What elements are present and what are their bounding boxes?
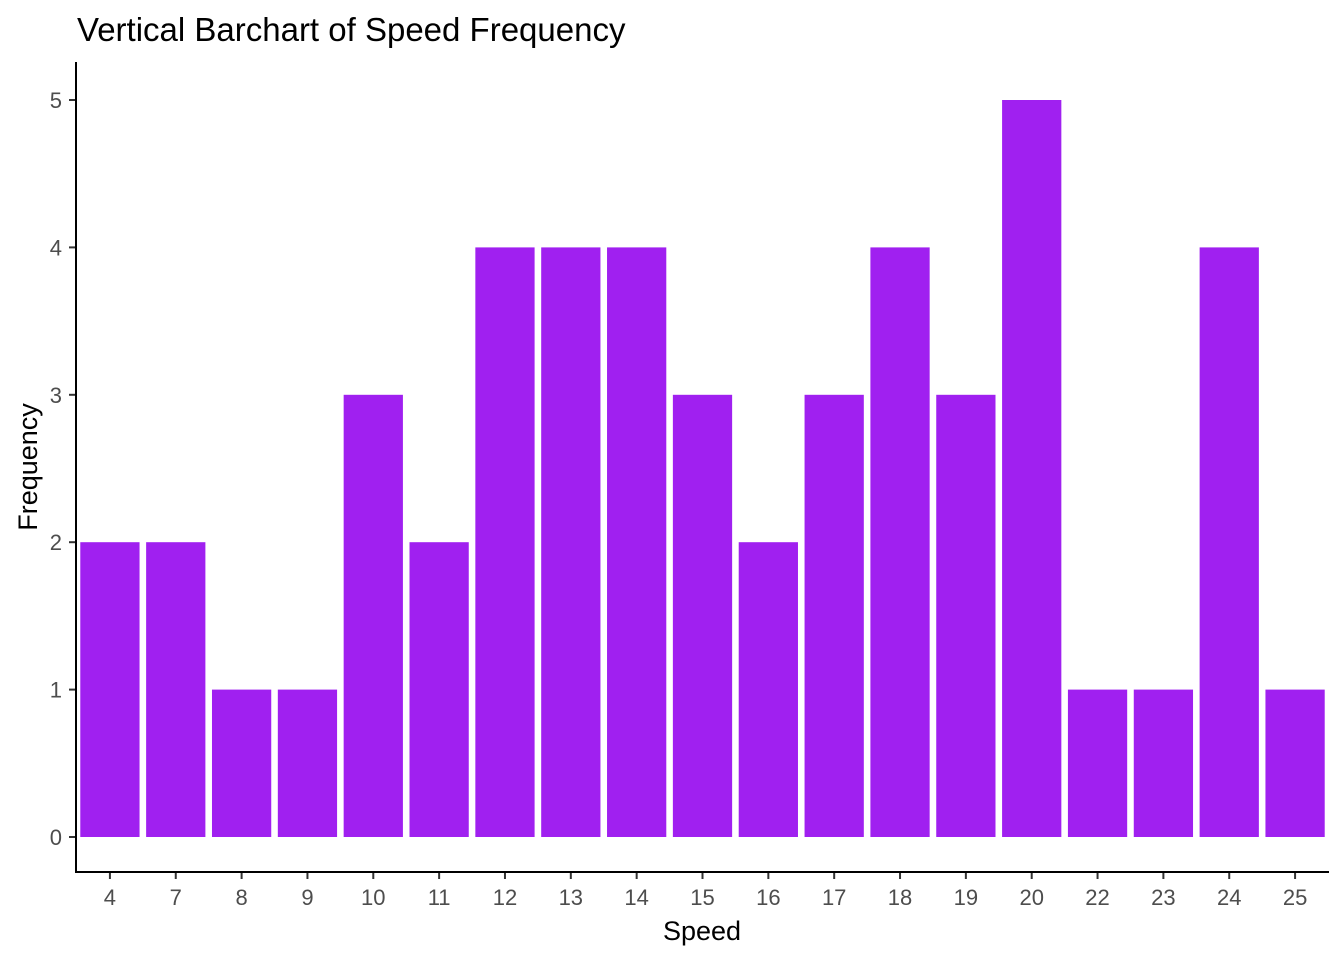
- bar-15: [672, 394, 733, 837]
- x-tick-label-22: 22: [1085, 885, 1109, 910]
- x-tick-label-13: 13: [559, 885, 583, 910]
- bar-17: [804, 394, 864, 837]
- bar-13: [541, 247, 601, 837]
- x-tick-label-25: 25: [1283, 885, 1307, 910]
- bar-4: [80, 542, 140, 837]
- x-tick-label-16: 16: [756, 885, 780, 910]
- bar-10: [343, 394, 403, 837]
- x-tick-label-11: 11: [428, 885, 451, 910]
- x-tick-label-12: 12: [493, 885, 517, 910]
- y-tick-label-0: 0: [50, 825, 62, 850]
- y-tick-label-4: 4: [50, 235, 62, 260]
- x-tick-label-17: 17: [822, 885, 846, 910]
- bar-11: [409, 542, 469, 837]
- y-tick-label-2: 2: [50, 530, 62, 555]
- x-axis-title: Speed: [663, 916, 741, 946]
- x-tick-label-7: 7: [170, 885, 182, 910]
- x-axis-ticks: 4 7 8 9 10 11 12 13 14 15 16 17 18 19 20 22 23 24 25: [104, 872, 1307, 910]
- bar-14: [607, 247, 667, 837]
- y-tick-label-5: 5: [50, 88, 62, 113]
- x-tick-label-4: 4: [104, 885, 116, 910]
- x-tick-label-8: 8: [235, 885, 247, 910]
- x-tick-label-14: 14: [624, 885, 648, 910]
- bar-9: [277, 689, 338, 837]
- y-tick-label-3: 3: [50, 383, 62, 408]
- bar-24: [1199, 247, 1259, 837]
- bar-25: [1265, 689, 1325, 837]
- bar-8: [211, 689, 272, 837]
- bar-20: [1002, 100, 1062, 837]
- bar-19: [936, 394, 996, 837]
- y-axis-ticks: 0 1 2 3 4 5: [50, 88, 76, 850]
- y-tick-label-1: 1: [50, 678, 62, 703]
- x-tick-label-20: 20: [1019, 885, 1043, 910]
- x-tick-label-24: 24: [1217, 885, 1241, 910]
- x-tick-label-23: 23: [1151, 885, 1175, 910]
- x-tick-label-15: 15: [690, 885, 714, 910]
- bar-7: [146, 542, 206, 837]
- bar-18: [870, 247, 930, 837]
- chart-title: Vertical Barchart of Speed Frequency: [77, 11, 626, 48]
- bar-16: [738, 542, 798, 837]
- x-tick-label-19: 19: [954, 885, 978, 910]
- bar-23: [1133, 689, 1194, 837]
- bar-12: [475, 247, 535, 837]
- x-tick-label-9: 9: [301, 885, 313, 910]
- bar-22: [1067, 689, 1128, 837]
- x-tick-label-10: 10: [361, 885, 385, 910]
- y-axis-title: Frequency: [13, 403, 43, 531]
- bars-group: [80, 100, 1325, 837]
- x-tick-label-18: 18: [888, 885, 912, 910]
